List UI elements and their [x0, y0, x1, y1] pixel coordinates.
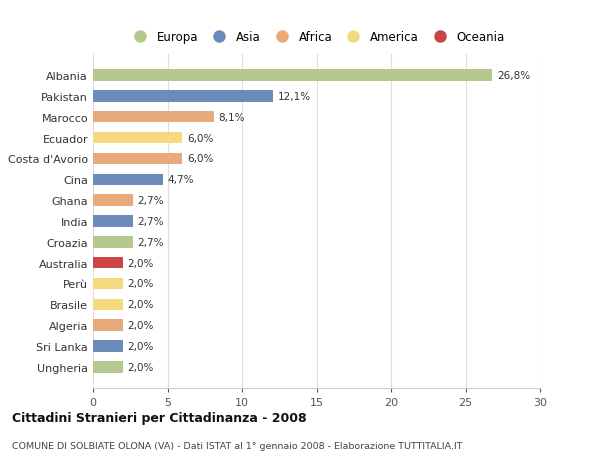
Text: 6,0%: 6,0% [187, 133, 213, 143]
Text: 26,8%: 26,8% [497, 71, 530, 81]
Text: 6,0%: 6,0% [187, 154, 213, 164]
Bar [93, 133, 182, 144]
Bar [93, 299, 123, 310]
Bar [93, 216, 133, 227]
Bar [93, 320, 123, 331]
Bar [93, 70, 493, 82]
Text: 2,7%: 2,7% [138, 237, 164, 247]
Text: 2,7%: 2,7% [138, 217, 164, 226]
Text: 12,1%: 12,1% [278, 92, 311, 102]
Bar [93, 195, 133, 207]
Bar [93, 91, 273, 102]
Text: 2,0%: 2,0% [127, 258, 154, 268]
Text: 2,0%: 2,0% [127, 320, 154, 330]
Bar [93, 257, 123, 269]
Bar [93, 361, 123, 373]
Legend: Europa, Asia, Africa, America, Oceania: Europa, Asia, Africa, America, Oceania [125, 28, 508, 48]
Text: 8,1%: 8,1% [218, 112, 245, 123]
Text: 2,7%: 2,7% [138, 196, 164, 206]
Bar [93, 112, 214, 123]
Text: 2,0%: 2,0% [127, 279, 154, 289]
Bar [93, 236, 133, 248]
Text: 2,0%: 2,0% [127, 300, 154, 310]
Bar [93, 153, 182, 165]
Text: 4,7%: 4,7% [167, 175, 194, 185]
Text: Cittadini Stranieri per Cittadinanza - 2008: Cittadini Stranieri per Cittadinanza - 2… [12, 412, 307, 425]
Text: 2,0%: 2,0% [127, 362, 154, 372]
Bar [93, 174, 163, 185]
Text: COMUNE DI SOLBIATE OLONA (VA) - Dati ISTAT al 1° gennaio 2008 - Elaborazione TUT: COMUNE DI SOLBIATE OLONA (VA) - Dati IST… [12, 441, 463, 450]
Bar [93, 278, 123, 290]
Bar [93, 341, 123, 352]
Text: 2,0%: 2,0% [127, 341, 154, 351]
